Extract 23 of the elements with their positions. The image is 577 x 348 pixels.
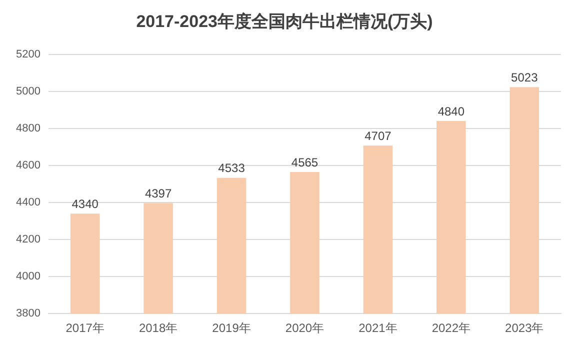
data-label: 4533 xyxy=(218,161,246,176)
x-tick-label: 2017年 xyxy=(66,321,104,336)
y-tick-label: 3800 xyxy=(16,308,40,320)
x-tick-label: 2020年 xyxy=(285,321,324,336)
x-tick-label: 2022年 xyxy=(432,321,471,336)
data-label: 4397 xyxy=(144,186,172,200)
x-tick-label: 2019年 xyxy=(212,321,251,336)
x-tick-label: 2023年 xyxy=(505,321,544,336)
y-tick-label: 4800 xyxy=(16,122,40,134)
y-tick-label: 4000 xyxy=(16,270,40,283)
x-tick-label: 2021年 xyxy=(358,321,398,336)
x-tick-label: 2018年 xyxy=(138,321,178,336)
y-tick-label: 4200 xyxy=(16,234,40,246)
data-label: 5023 xyxy=(511,70,538,84)
chart-title: 2017-2023年度全国肉牛出栏情况(万头) xyxy=(136,12,433,31)
data-label: 4707 xyxy=(364,128,392,143)
data-label: 4340 xyxy=(72,196,99,211)
y-tick-label: 5200 xyxy=(16,48,40,60)
y-tick-label: 5000 xyxy=(16,85,40,98)
y-tick-label: 4600 xyxy=(16,160,40,172)
y-tick-label: 4400 xyxy=(16,196,40,209)
data-label: 4565 xyxy=(291,155,318,170)
data-label: 4840 xyxy=(438,104,465,118)
